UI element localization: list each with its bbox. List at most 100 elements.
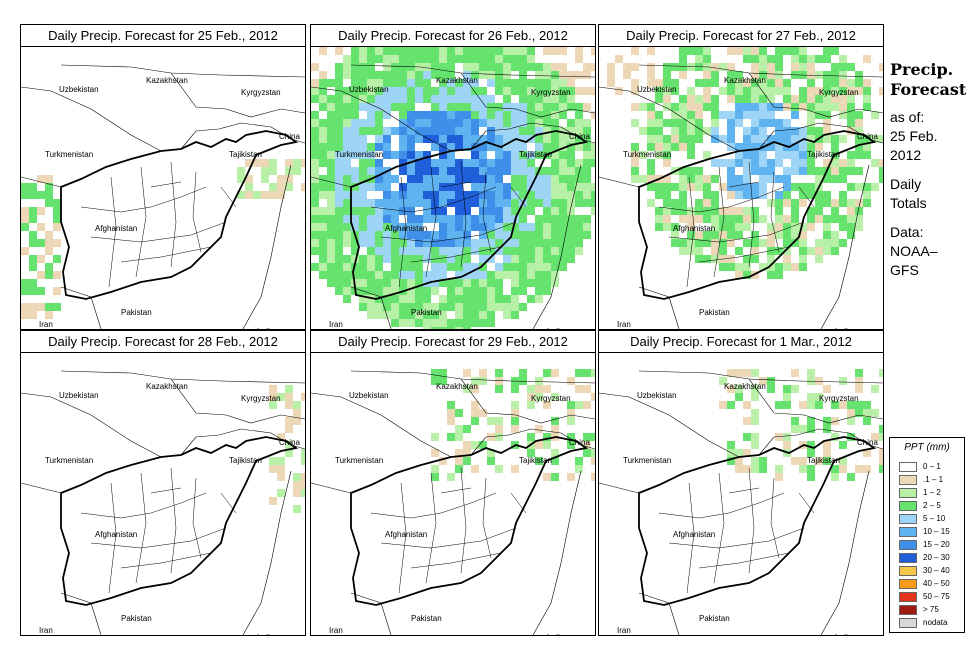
precip-cell [583,151,591,159]
precip-cell [695,207,703,215]
precip-cell [767,103,775,111]
precip-cell [503,135,511,143]
precip-cell [343,95,351,103]
precip-cell [527,401,535,409]
precip-cell [487,199,495,207]
precip-cell [647,103,655,111]
precip-cell [823,199,831,207]
precip-cell [751,87,759,95]
precip-cell [767,63,775,71]
precip-cell [807,167,815,175]
precip-cell [647,143,655,151]
legend-item: 30 – 40 [899,566,959,577]
precip-cell [343,231,351,239]
precip-cell [455,255,463,263]
precip-cell [839,79,847,87]
precip-cell [783,239,791,247]
precip-cell [487,311,495,319]
precip-cell [455,127,463,135]
precip-cell [375,247,383,255]
precip-cell [831,159,839,167]
label-turkmenistan: Turkmenistan [623,456,671,465]
precip-cell [479,111,487,119]
precip-cell [29,263,37,271]
precip-cell [487,433,495,441]
precip-cell [311,215,319,223]
precip-cell [423,127,431,135]
precip-cell [543,127,551,135]
precip-cell [359,103,367,111]
precip-cell [301,449,305,457]
precip-cell [343,159,351,167]
precip-cell [655,79,663,87]
precip-cell [301,457,305,465]
precip-cell [743,175,751,183]
border-kyrgyzstan [748,72,883,118]
legend-item: 40 – 50 [899,579,959,590]
precip-cells [269,385,305,513]
precip-cell [839,215,847,223]
precip-cell [351,167,359,175]
precip-cell [719,263,727,271]
precip-cell [351,119,359,127]
precip-cell [847,103,855,111]
precip-cell [847,119,855,127]
legend-item: nodata [899,618,959,629]
precip-cell [415,55,423,63]
precip-cell [327,159,335,167]
precip-cell [535,263,543,271]
precip-cell [527,79,535,87]
precip-cell [791,231,799,239]
precip-cell [783,393,791,401]
afghanistan-provinces [370,467,527,594]
label-uzbekistan: Uzbekistan [637,85,677,94]
precip-cell [319,239,327,247]
precip-cell [301,393,305,401]
precip-cell [503,215,511,223]
precip-cell [383,207,391,215]
precip-cell [383,255,391,263]
precip-cell [759,95,767,103]
precip-cell [439,319,447,327]
precip-cell [567,87,575,95]
precip-cell [791,369,799,377]
precip-cell [455,207,463,215]
precip-cell [423,295,431,303]
precip-cell [463,295,471,303]
precip-cell [687,151,695,159]
precip-cell [53,271,61,279]
precip-cell [663,207,671,215]
precip-cell [495,425,503,433]
precip-cell [567,231,575,239]
precip-cells [719,369,883,481]
precip-cell [447,87,455,95]
precip-cell [487,79,495,87]
precip-cell [269,465,277,473]
precip-cell [447,135,455,143]
precip-cell [655,135,663,143]
precip-cell [431,47,439,55]
precip-cell [439,271,447,279]
precip-cell [447,417,455,425]
precip-cell [519,135,527,143]
afghanistan-provinces [370,161,527,288]
precip-cell [751,207,759,215]
precip-cell [543,47,551,55]
precip-cell [727,369,735,377]
precip-cell [463,119,471,127]
precip-cell [21,279,29,287]
precip-cell [495,247,503,255]
precip-cell [727,441,735,449]
precip-cell [815,175,823,183]
precip-cell [479,167,487,175]
precip-cell [591,433,595,441]
precip-cell [29,215,37,223]
precip-cell [391,207,399,215]
precip-cell [703,95,711,103]
precip-cell [463,103,471,111]
precip-cell [463,247,471,255]
precip-cell [471,271,479,279]
precip-cell [647,199,655,207]
precip-cell [479,135,487,143]
precip-cell [631,175,639,183]
